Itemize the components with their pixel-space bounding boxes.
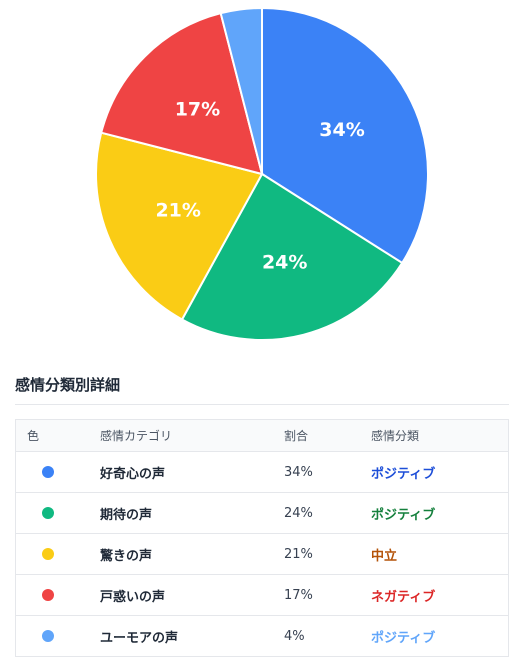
category-name: ユーモアの声: [100, 630, 179, 646]
section-divider: [15, 404, 509, 405]
pie-slice: [99, 11, 264, 176]
ratio-value: 34%: [284, 464, 313, 480]
table-row: 戸惑いの声 17% ネガティブ: [15, 575, 509, 616]
slice-label: 21%: [155, 199, 200, 221]
classification-label: ポジティブ: [371, 507, 436, 523]
ratio-value: 17%: [284, 587, 313, 603]
slice-label: 34%: [319, 119, 364, 141]
pie-slice: [180, 172, 404, 341]
table-header-row: 色 感情カテゴリ 割合 感情分類: [15, 419, 509, 452]
color-dot: [42, 548, 54, 560]
category-name: 戸惑いの声: [100, 589, 166, 605]
classification-label: ネガティブ: [371, 589, 436, 605]
table-row: ユーモアの声 4% ポジティブ: [16, 616, 509, 657]
classification-label: ポジティブ: [371, 630, 436, 646]
slice-label: 17%: [175, 98, 220, 120]
classification-label: ポジティブ: [371, 466, 436, 482]
pie-slice: [219, 6, 263, 175]
category-name: 期待の声: [100, 507, 153, 523]
color-dot: [42, 466, 54, 478]
color-dot: [42, 630, 54, 642]
table-row: 期待の声 24% ポジティブ: [15, 493, 509, 534]
category-name: 驚きの声: [100, 548, 153, 564]
table-row: 驚きの声 21% 中立: [15, 534, 509, 575]
header-ratio: 割合: [284, 419, 371, 452]
header-classification: 感情分類: [371, 419, 509, 452]
ratio-value: 21%: [284, 546, 313, 562]
pie-chart-svg: 34% 24% 21% 17%: [95, 6, 429, 341]
pie-chart: 34% 24% 21% 17%: [95, 6, 429, 341]
color-dot: [42, 507, 54, 519]
detail-table: 色 感情カテゴリ 割合 感情分類 好奇心の声 34% ポジティブ 期待の声 24…: [15, 419, 509, 657]
slice-label: 24%: [262, 251, 307, 273]
category-name: 好奇心の声: [100, 466, 166, 482]
color-dot: [42, 589, 54, 601]
header-color: 色: [15, 419, 100, 452]
ratio-value: 24%: [284, 505, 313, 521]
pie-slice: [95, 131, 264, 321]
section-title: 感情分類別詳細: [15, 376, 121, 394]
classification-label: 中立: [371, 548, 398, 564]
header-category: 感情カテゴリ: [100, 419, 284, 452]
table-row: 好奇心の声 34% ポジティブ: [15, 452, 509, 493]
ratio-value: 4%: [284, 628, 305, 644]
